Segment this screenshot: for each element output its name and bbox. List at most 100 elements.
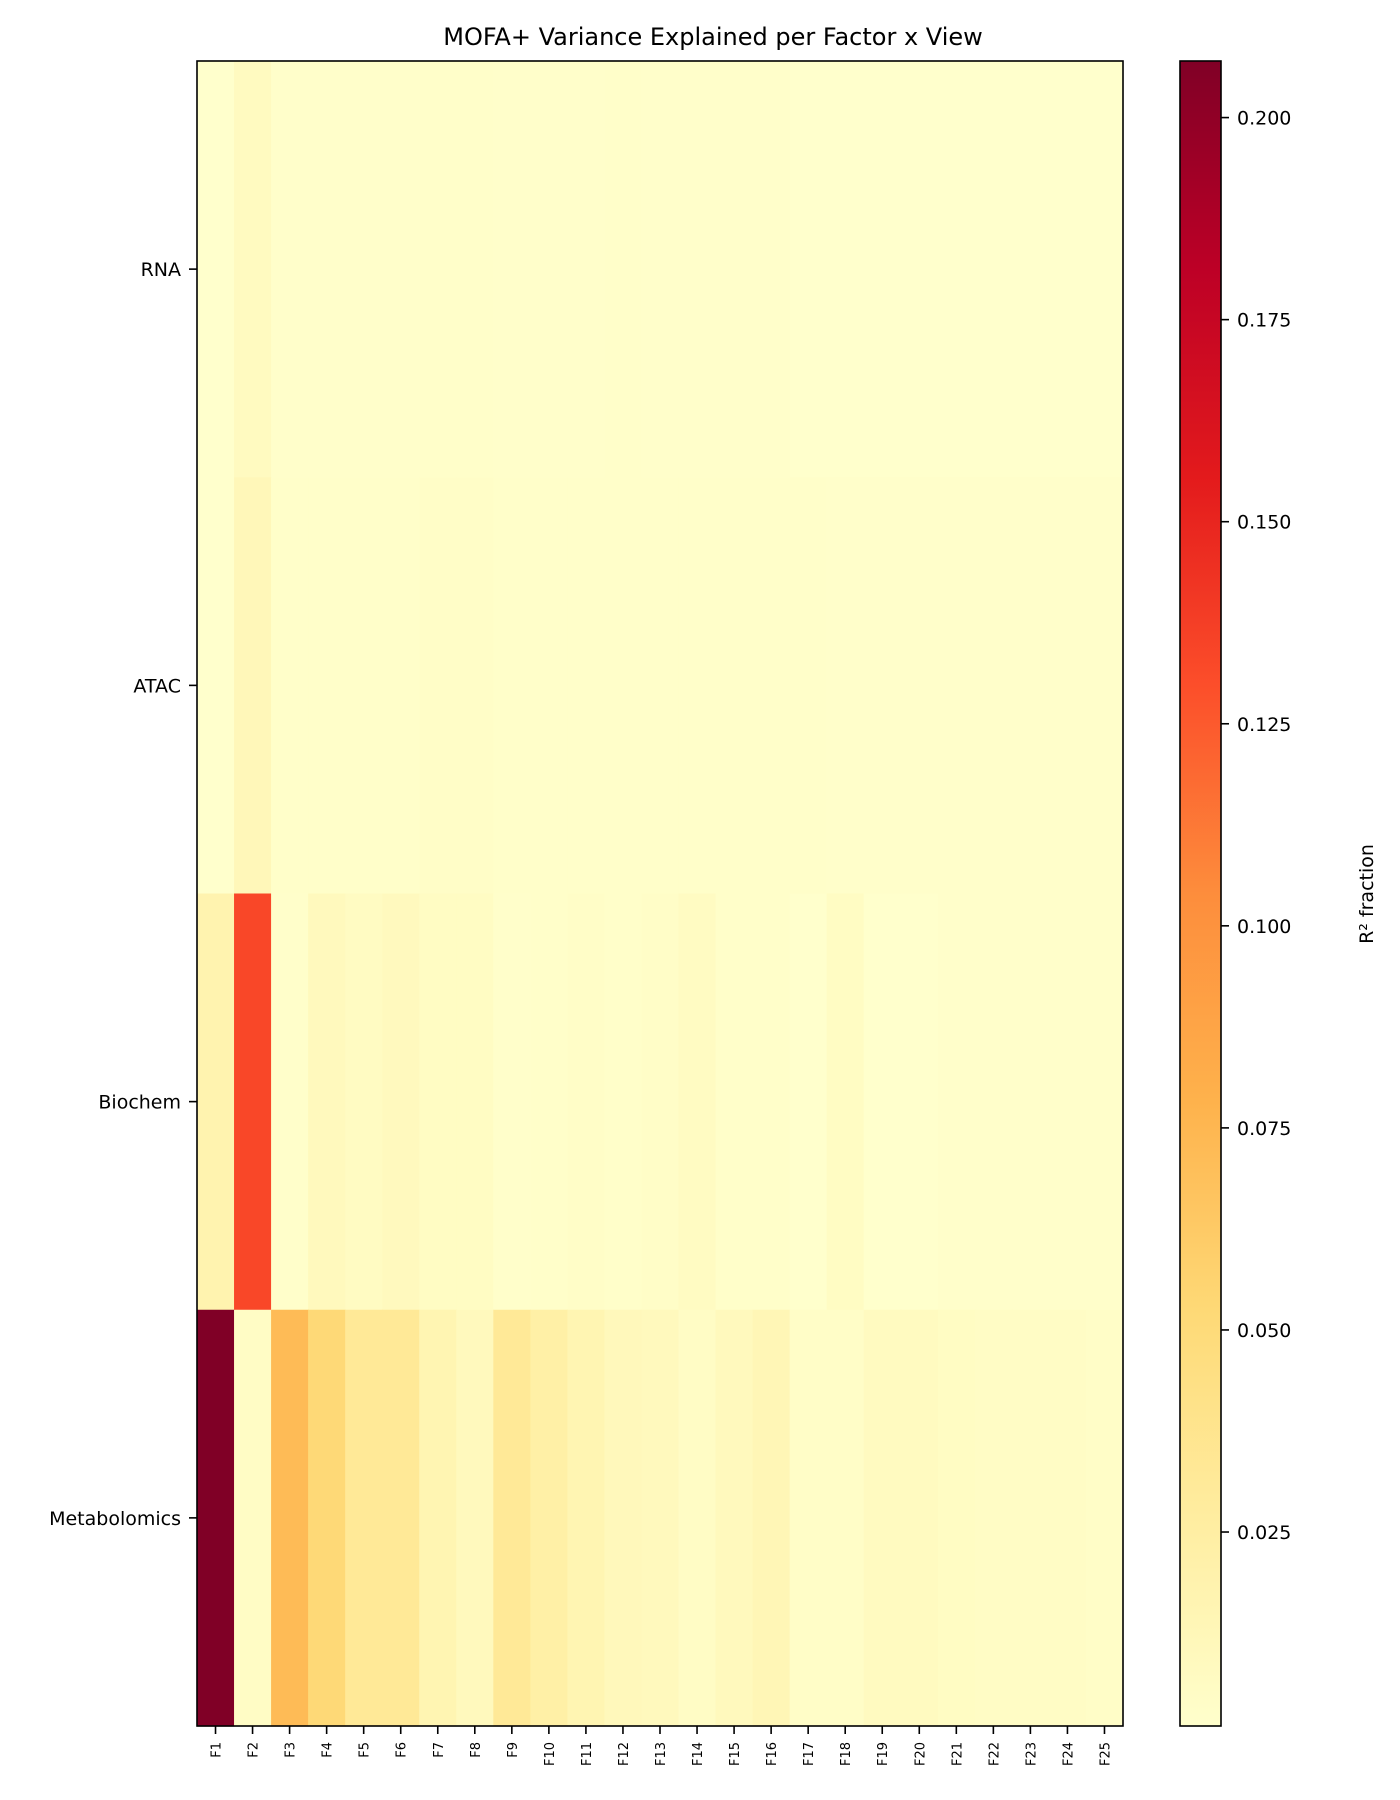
heatmap-cell-atac-f11 (567, 477, 606, 895)
heatmap-cell-biochem-f5 (345, 893, 383, 1311)
x-tick-label: F3 (284, 1742, 299, 1758)
heatmap-cell-rna-f20 (900, 61, 939, 478)
heatmap-cell-biochem-f22 (974, 893, 1013, 1311)
heatmap-cell-atac-f19 (863, 477, 902, 895)
heatmap-cell-metabolomics-f15 (715, 1309, 754, 1727)
x-tick-label: F17 (802, 1742, 817, 1766)
heatmap-cell-metabolomics-f17 (789, 1309, 828, 1727)
heatmap-cell-rna-f6 (382, 61, 420, 478)
y-tick-label: RNA (141, 259, 181, 281)
heatmap-cell-biochem-f18 (826, 893, 865, 1311)
heatmap-cell-metabolomics-f13 (641, 1309, 680, 1727)
heatmap-cell-atac-f22 (974, 477, 1013, 895)
heatmap-cell-metabolomics-f8 (456, 1309, 494, 1727)
heatmap-cell-biochem-f17 (789, 893, 828, 1311)
heatmap-cell-rna-f3 (271, 61, 309, 478)
heatmap-cell-metabolomics-f7 (419, 1309, 457, 1727)
heatmap-cells (197, 61, 1124, 1727)
heatmap-cell-metabolomics-f24 (1048, 1309, 1087, 1727)
heatmap-cell-rna-f18 (826, 61, 865, 478)
y-tick-label: ATAC (133, 675, 181, 697)
heatmap-cell-metabolomics-f20 (900, 1309, 939, 1727)
heatmap-cell-rna-f8 (456, 61, 494, 478)
heatmap-cell-metabolomics-f1 (197, 1309, 235, 1727)
colorbar-tick-label: 0.050 (1237, 1320, 1291, 1342)
heatmap-cell-rna-f14 (678, 61, 717, 478)
heatmap-cell-biochem-f16 (752, 893, 791, 1311)
heatmap-cell-metabolomics-f12 (604, 1309, 643, 1727)
x-tick-label: F19 (876, 1742, 891, 1766)
heatmap-cell-rna-f1 (197, 61, 235, 478)
heatmap-cell-rna-f4 (308, 61, 346, 478)
heatmap-cell-metabolomics-f18 (826, 1309, 865, 1727)
x-axis: F1 F2 F3 F4 F5 F6 F7 F8 F9 F10 F11 F12 F13 F14 F15 F16 F… (210, 1726, 1113, 1766)
heatmap-cell-atac-f1 (197, 477, 235, 895)
heatmap-cell-rna-f19 (863, 61, 902, 478)
heatmap-cell-atac-f15 (715, 477, 754, 895)
chart-title: MOFA+ Variance Explained per Factor x Vi… (443, 23, 983, 51)
heatmap-cell-metabolomics-f25 (1085, 1309, 1124, 1727)
heatmap-cell-biochem-f7 (419, 893, 457, 1311)
heatmap-cell-biochem-f12 (604, 893, 643, 1311)
heatmap-cell-metabolomics-f14 (678, 1309, 717, 1727)
colorbar-tick-label: 0.125 (1237, 714, 1291, 736)
x-tick-label: F13 (654, 1742, 669, 1766)
heatmap-cell-metabolomics-f21 (937, 1309, 976, 1727)
colorbar-tick-label: 0.100 (1237, 916, 1291, 938)
colorbar-tick-label: 0.025 (1237, 1522, 1291, 1544)
heatmap-cell-biochem-f2 (234, 893, 272, 1311)
x-tick-label: F14 (691, 1742, 706, 1766)
y-axis: RNA ATAC Biochem Metabolomics (49, 259, 197, 1530)
heatmap-cell-rna-f12 (604, 61, 643, 478)
heatmap-cell-rna-f25 (1085, 61, 1124, 478)
x-tick-label: F1 (210, 1742, 225, 1758)
x-tick-label: F18 (839, 1742, 854, 1766)
heatmap-cell-biochem-f19 (863, 893, 902, 1311)
heatmap-cell-atac-f10 (530, 477, 568, 895)
heatmap-cell-rna-f15 (715, 61, 754, 478)
x-tick-label: F20 (913, 1742, 928, 1766)
heatmap-cell-rna-f2 (234, 61, 272, 478)
heatmap-cell-rna-f16 (752, 61, 791, 478)
heatmap-cell-atac-f9 (493, 477, 531, 895)
heatmap-cell-metabolomics-f3 (271, 1309, 309, 1727)
colorbar-title: R² fraction (1356, 844, 1378, 944)
x-tick-label: F12 (617, 1742, 632, 1766)
heatmap-cell-atac-f24 (1048, 477, 1087, 895)
heatmap-cell-atac-f20 (900, 477, 939, 895)
x-tick-label: F5 (358, 1742, 373, 1758)
heatmap-cell-rna-f10 (530, 61, 568, 478)
heatmap-cell-atac-f12 (604, 477, 643, 895)
heatmap-cell-rna-f13 (641, 61, 680, 478)
heatmap-cell-biochem-f3 (271, 893, 309, 1311)
heatmap-cell-rna-f23 (1011, 61, 1050, 478)
heatmap-cell-atac-f3 (271, 477, 309, 895)
heatmap-cell-atac-f25 (1085, 477, 1124, 895)
heatmap-cell-metabolomics-f11 (567, 1309, 606, 1727)
heatmap-cell-rna-f9 (493, 61, 531, 478)
x-tick-label: F6 (395, 1742, 410, 1758)
heatmap-cell-biochem-f8 (456, 893, 494, 1311)
heatmap-cell-atac-f23 (1011, 477, 1050, 895)
x-tick-label: F10 (543, 1742, 558, 1766)
x-tick-label: F16 (765, 1742, 780, 1766)
heatmap-cell-metabolomics-f19 (863, 1309, 902, 1727)
heatmap-cell-metabolomics-f10 (530, 1309, 568, 1727)
heatmap-cell-metabolomics-f23 (1011, 1309, 1050, 1727)
heatmap-cell-metabolomics-f2 (234, 1309, 272, 1727)
heatmap-cell-biochem-f11 (567, 893, 606, 1311)
heatmap-cell-metabolomics-f5 (345, 1309, 383, 1727)
heatmap-cell-rna-f7 (419, 61, 457, 478)
heatmap-cell-atac-f17 (789, 477, 828, 895)
heatmap-cell-atac-f6 (382, 477, 420, 895)
y-tick-label: Biochem (98, 1092, 181, 1114)
heatmap-cell-atac-f8 (456, 477, 494, 895)
heatmap-cell-rna-f11 (567, 61, 606, 478)
x-tick-label: F11 (580, 1742, 595, 1766)
x-tick-label: F2 (247, 1742, 262, 1758)
x-tick-label: F21 (950, 1742, 965, 1766)
heatmap-cell-metabolomics-f4 (308, 1309, 346, 1727)
heatmap-cell-atac-f5 (345, 477, 383, 895)
heatmap-cell-atac-f14 (678, 477, 717, 895)
